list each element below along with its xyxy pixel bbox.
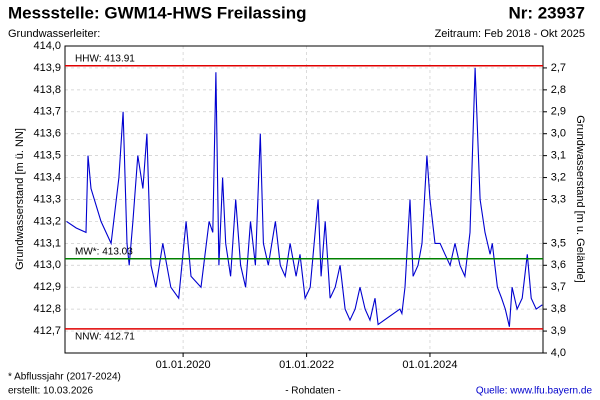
y-axis-label: Grundwasserstand [m ü. NN]	[14, 128, 26, 270]
y-tick-label: 412,7	[33, 325, 61, 337]
plot-frame	[64, 45, 544, 354]
y-tick-label: 413,2	[33, 215, 61, 227]
created: erstellt: 10.03.2026	[8, 386, 93, 397]
y-tick-label: 414,0	[33, 40, 61, 52]
station-number: Nr: 23937	[508, 3, 585, 22]
y-tick-label: 413,9	[33, 62, 61, 74]
y2-axis-label: Grundwasserstand [m u. Gelände]	[574, 115, 586, 283]
y-tick-label: 412,8	[33, 303, 61, 315]
y-tick-label: 413,7	[33, 106, 61, 118]
y-tick-label: 413,4	[33, 171, 61, 183]
y2-tick-label: 2,8	[551, 84, 566, 96]
reference-label: HHW: 413.91	[75, 53, 135, 64]
reference-label: NNW: 412.71	[75, 332, 135, 343]
y-tick-label: 413,6	[33, 128, 61, 140]
y2-tick-label: 3,0	[551, 128, 566, 140]
y-tick-label: 413,1	[33, 237, 61, 249]
y2-tick-label: 3,2	[551, 171, 566, 183]
reference-label: MW*: 413.03	[75, 246, 133, 257]
y-tick-label: 413,3	[33, 193, 61, 205]
y2-tick-label: 4,0	[551, 347, 566, 359]
chart-title: Messstelle: GWM14-HWS Freilassing	[8, 3, 307, 22]
y2-tick-label: 3,5	[551, 237, 566, 249]
subtitle: Grundwasserleiter:	[8, 28, 100, 40]
y2-tick-label: 3,6	[551, 259, 566, 271]
y2-tick-label: 2,9	[551, 106, 566, 118]
y2-tick-label: 2,7	[551, 62, 566, 74]
x-tick-label: 01.01.2020	[156, 359, 211, 371]
x-tick-label: 01.01.2022	[279, 359, 334, 371]
y2-tick-label: 3,1	[551, 150, 566, 162]
period: Zeitraum: Feb 2018 - Okt 2025	[435, 28, 585, 40]
y2-tick-label: 3,3	[551, 193, 566, 205]
x-tick-label: 01.01.2024	[402, 359, 457, 371]
y2-tick-label: 3,9	[551, 325, 566, 337]
footnote: * Abflussjahr (2017-2024)	[8, 372, 121, 383]
y-tick-label: 413,8	[33, 84, 61, 96]
y-tick-label: 413,0	[33, 259, 61, 271]
y-tick-label: 413,5	[33, 150, 61, 162]
series-line	[66, 67, 543, 327]
y2-tick-label: 3,8	[551, 303, 566, 315]
y2-tick-label: 3,7	[551, 281, 566, 293]
y-tick-label: 412,9	[33, 281, 61, 293]
data-note: - Rohdaten -	[285, 386, 341, 397]
source: Quelle: www.lfu.bayern.de	[476, 386, 593, 397]
